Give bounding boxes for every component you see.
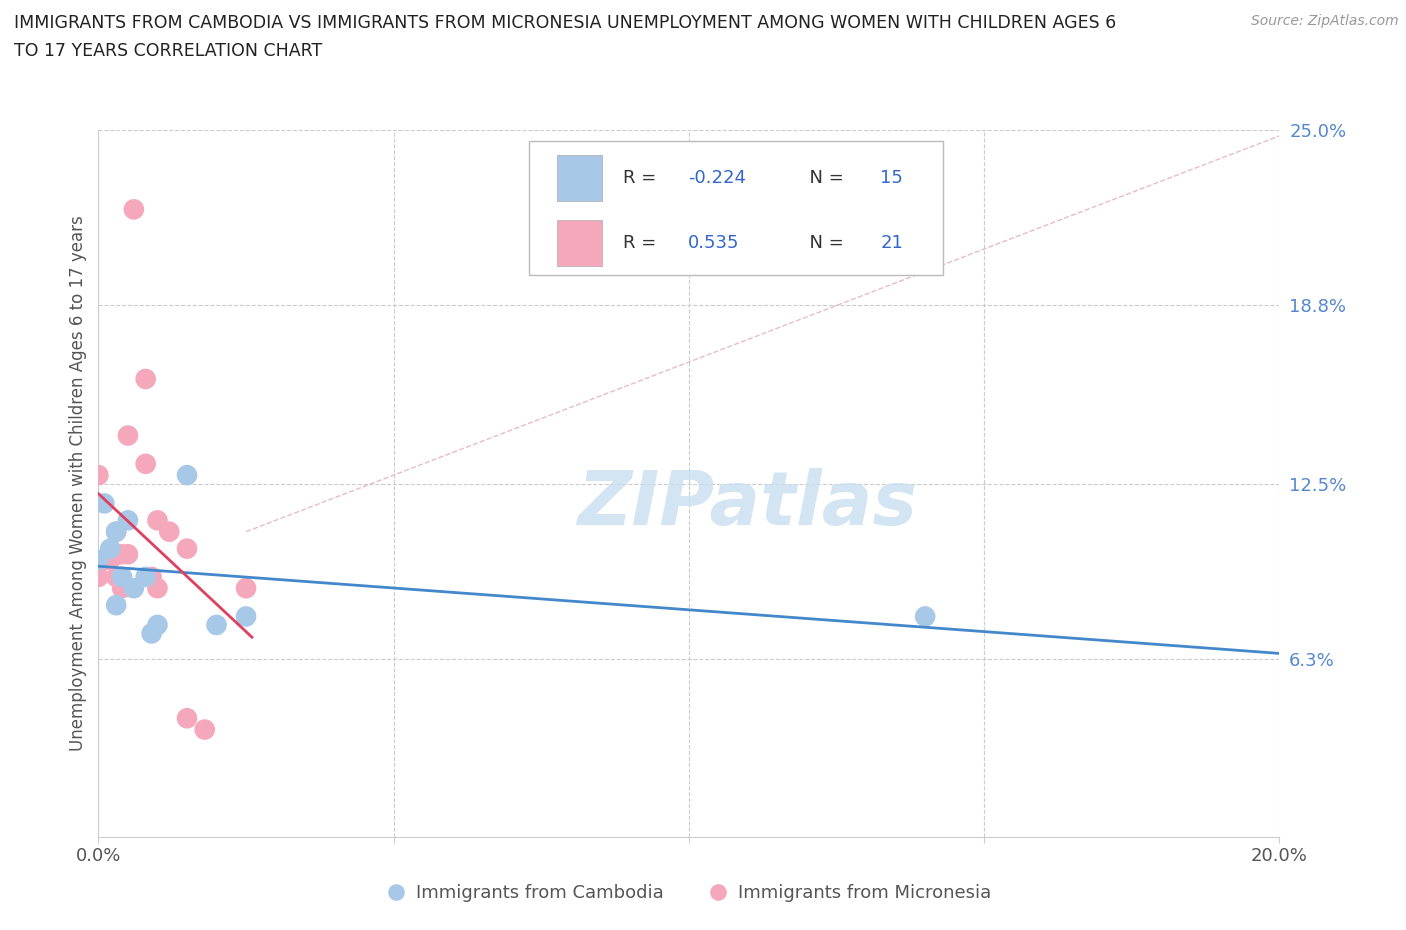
Text: ZIPatlas: ZIPatlas [578,469,918,541]
Bar [557,220,602,266]
Text: R =: R = [623,234,662,252]
Point [176,468,198,483]
Point [176,711,198,725]
Point [111,547,134,562]
Legend: Immigrants from Cambodia, Immigrants from Micronesia: Immigrants from Cambodia, Immigrants fro… [380,877,998,910]
Point [194,722,217,737]
FancyBboxPatch shape [530,140,943,275]
Point [146,513,169,528]
Point [146,580,169,595]
Text: N =: N = [797,169,849,187]
Point [141,569,163,584]
Point [141,626,163,641]
Text: -0.224: -0.224 [688,169,745,187]
Text: 21: 21 [880,234,903,252]
Text: TO 17 YEARS CORRELATION CHART: TO 17 YEARS CORRELATION CHART [14,42,322,60]
Point [205,618,228,632]
Point [135,569,157,584]
Point [111,569,134,584]
Point [117,547,139,562]
Point [87,468,110,483]
Point [135,457,157,472]
Point [105,525,128,539]
Point [87,569,110,584]
Y-axis label: Unemployment Among Women with Children Ages 6 to 17 years: Unemployment Among Women with Children A… [69,216,87,751]
Point [122,580,145,595]
Point [117,513,139,528]
Point [117,428,139,443]
Text: IMMIGRANTS FROM CAMBODIA VS IMMIGRANTS FROM MICRONESIA UNEMPLOYMENT AMONG WOMEN : IMMIGRANTS FROM CAMBODIA VS IMMIGRANTS F… [14,14,1116,32]
Point [105,598,128,613]
Point [87,552,110,567]
Point [98,552,121,567]
Text: 0.535: 0.535 [688,234,740,252]
Point [105,525,128,539]
Point [111,580,134,595]
Point [105,569,128,584]
Point [98,541,121,556]
Point [122,202,145,217]
Point [176,541,198,556]
Point [157,525,180,539]
Point [135,372,157,387]
Bar [557,155,602,201]
Point [235,609,257,624]
Point [93,552,115,567]
Point [914,609,936,624]
Point [146,618,169,632]
Text: 15: 15 [880,169,903,187]
Text: Source: ZipAtlas.com: Source: ZipAtlas.com [1251,14,1399,28]
Point [235,580,257,595]
Point [93,496,115,511]
Text: N =: N = [797,234,849,252]
Text: R =: R = [623,169,662,187]
